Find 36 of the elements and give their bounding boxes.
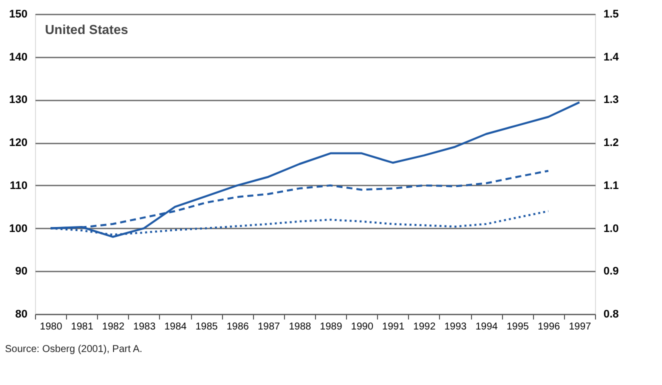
- x-tick-label: 1983: [133, 322, 156, 332]
- y2-tick-label: 1.1: [604, 180, 619, 192]
- y-tick-label: 150: [9, 8, 28, 20]
- source-note: Source: Osberg (2001), Part A.: [5, 344, 142, 355]
- x-tick-label: 1982: [102, 322, 125, 332]
- y-tick-label: 130: [9, 94, 28, 106]
- x-tick-label: 1984: [164, 322, 188, 332]
- x-tick-label: 1981: [71, 322, 94, 332]
- x-tick-label: 1987: [258, 322, 280, 332]
- x-tick-label: 1986: [226, 322, 250, 332]
- y-tick-label: 80: [15, 308, 28, 320]
- y-tick-label: 90: [15, 266, 28, 278]
- x-tick-label: 1991: [382, 322, 405, 332]
- x-tick-label: 1988: [288, 322, 312, 332]
- x-tick-label: 1992: [413, 322, 436, 332]
- y2-tick-label: 1.4: [604, 51, 620, 64]
- x-tick-label: 1995: [506, 322, 530, 332]
- x-tick-label: 1997: [568, 322, 592, 332]
- x-tick-label: 1996: [538, 322, 560, 332]
- y-tick-label: 140: [9, 51, 28, 64]
- y2-tick-label: 1.0: [604, 222, 619, 235]
- y2-tick-label: 1.2: [604, 137, 619, 150]
- x-tick-label: 1985: [195, 322, 218, 332]
- y2-tick-label: 1.5: [604, 8, 619, 20]
- y2-tick-label: 0.9: [604, 266, 619, 278]
- x-tick-label: 1993: [444, 322, 468, 332]
- y2-tick-label: 1.3: [604, 94, 619, 106]
- x-tick-label: 1994: [475, 322, 498, 332]
- text: United States: [45, 22, 128, 37]
- y2-tick-label: 0.8: [604, 308, 619, 320]
- x-tick-label: 1990: [351, 322, 374, 332]
- x-tick-label: 1980: [40, 322, 63, 332]
- x-tick-label: 1989: [320, 322, 343, 332]
- y-tick-label: 100: [9, 222, 28, 235]
- y-tick-label: 110: [10, 180, 28, 192]
- y-tick-label: 120: [9, 137, 28, 150]
